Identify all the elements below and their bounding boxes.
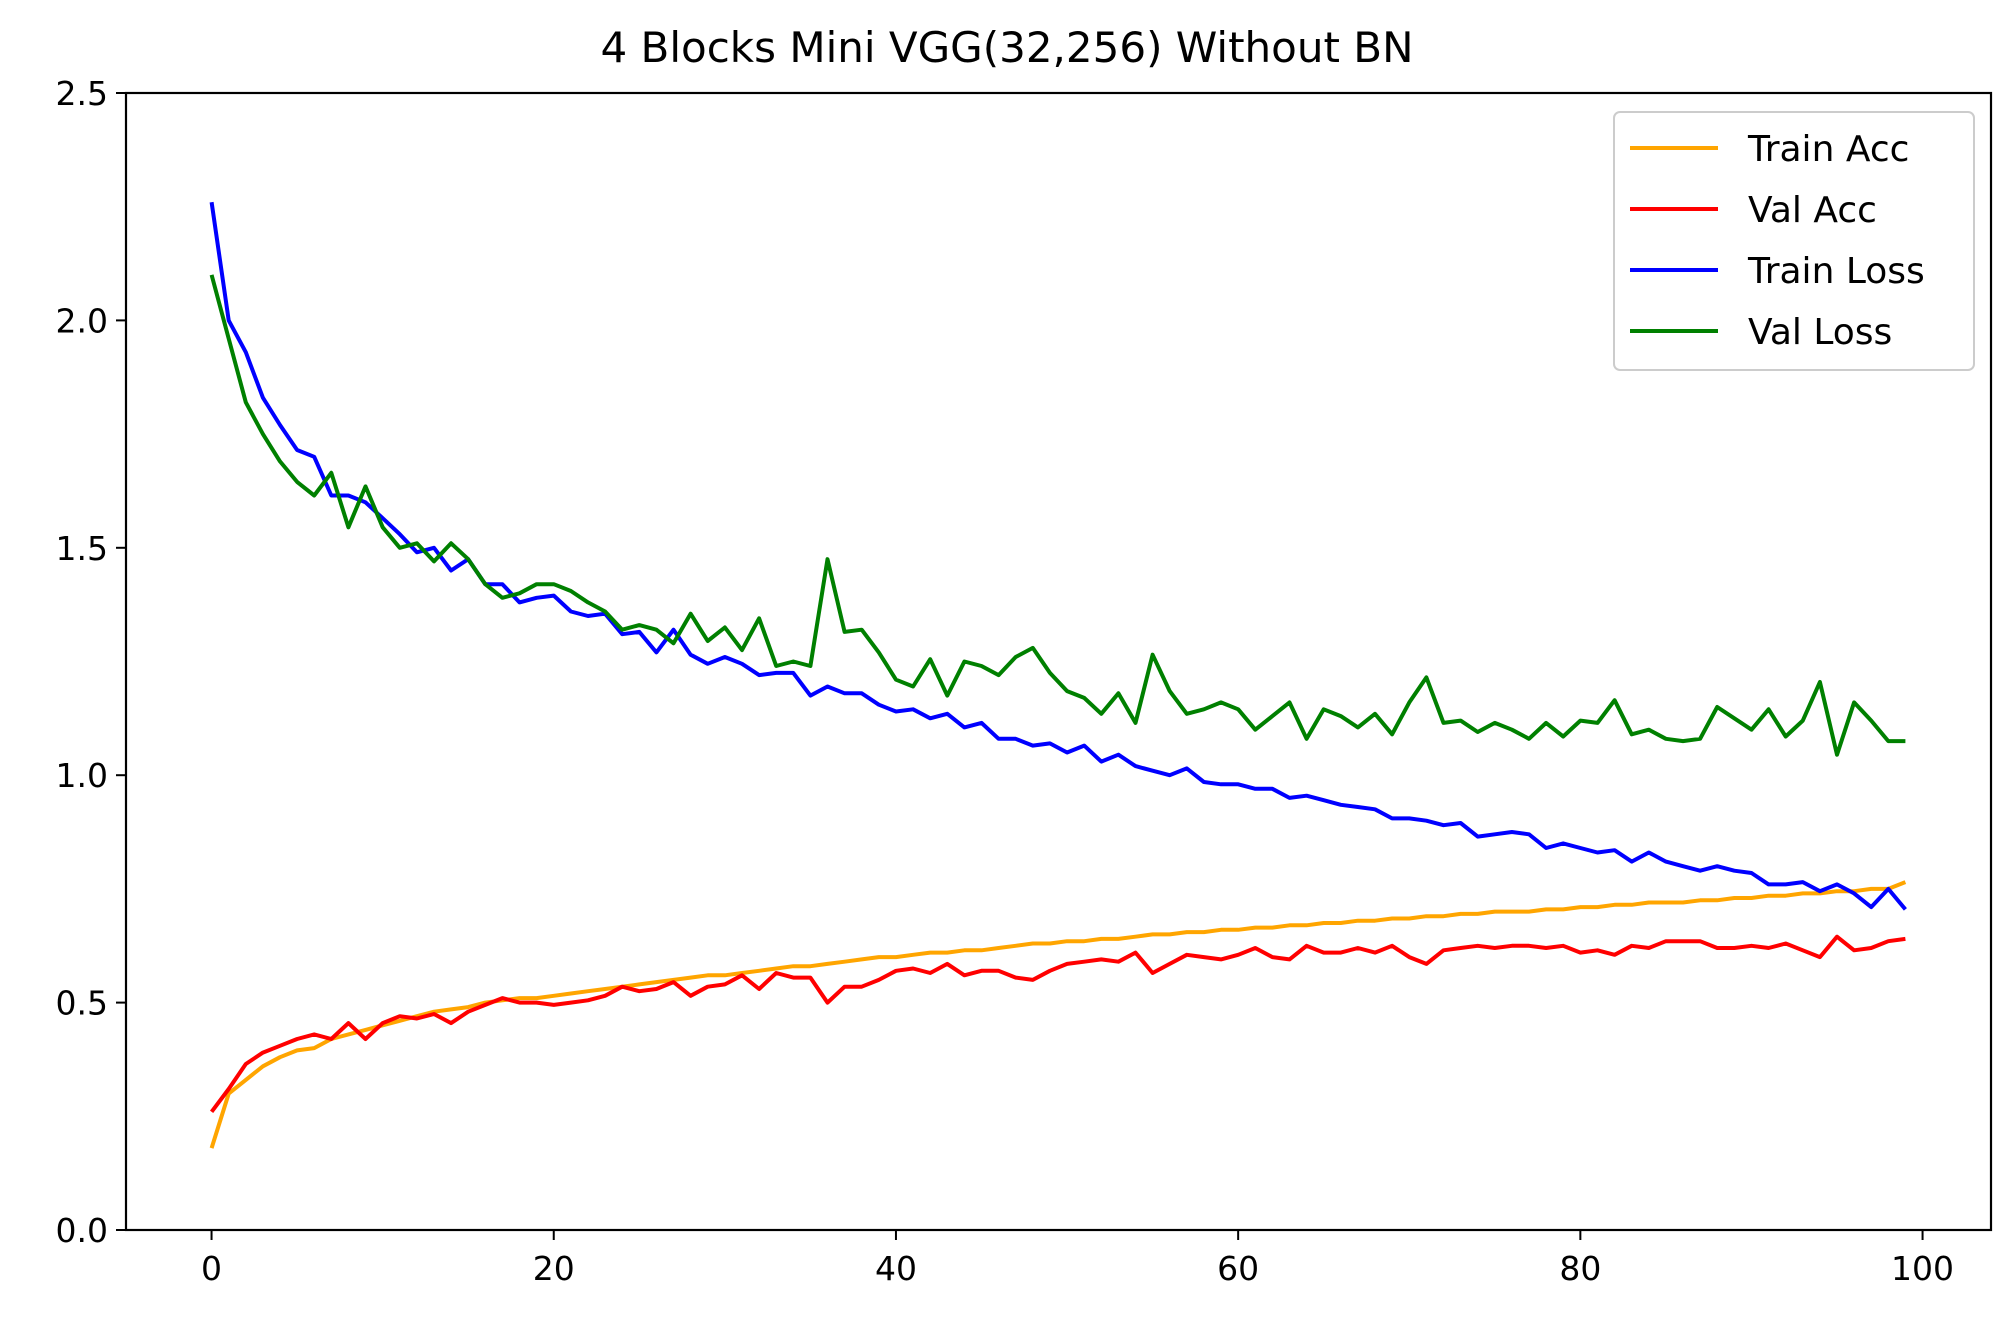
y-tick-label: 2.0 bbox=[56, 301, 108, 340]
series-line-train-loss bbox=[209, 201, 1907, 911]
legend-box bbox=[1613, 111, 1975, 371]
plot-area-border bbox=[124, 91, 1993, 1232]
y-axis: 0.0 0.5 1.0 1.5 2.0 2.5 bbox=[56, 74, 126, 1250]
x-tick-label: 80 bbox=[1559, 1249, 1601, 1288]
x-tick-label: 40 bbox=[875, 1249, 917, 1288]
series-line-val-loss bbox=[209, 274, 1906, 757]
legend-label-val-acc: Val Acc bbox=[1748, 190, 1877, 231]
x-tick-label: 0 bbox=[201, 1249, 222, 1288]
y-tick-label: 1.5 bbox=[56, 529, 108, 568]
axes-frame bbox=[124, 91, 1993, 1232]
x-tick-label: 100 bbox=[1891, 1249, 1954, 1288]
y-tick-label: 2.5 bbox=[56, 74, 108, 113]
y-tick-label: 0.5 bbox=[56, 984, 108, 1023]
series-group bbox=[209, 201, 1907, 1149]
legend-label-train-acc: Train Acc bbox=[1747, 129, 1909, 170]
y-tick-label: 1.0 bbox=[56, 756, 108, 795]
legend: Train Acc Val Acc Train Loss Val Loss bbox=[1613, 111, 1975, 371]
legend-label-val-loss: Val Loss bbox=[1748, 312, 1892, 353]
x-axis: 0 20 40 60 80 100 bbox=[201, 1230, 1954, 1288]
y-tick-label: 0.0 bbox=[56, 1211, 108, 1250]
legend-label-train-loss: Train Loss bbox=[1747, 251, 1925, 292]
x-tick-label: 20 bbox=[533, 1249, 575, 1288]
chart-title: 4 Blocks Mini VGG(32,256) Without BN bbox=[600, 23, 1413, 72]
x-tick-label: 60 bbox=[1217, 1249, 1259, 1288]
series-line-val-acc bbox=[210, 934, 1906, 1114]
